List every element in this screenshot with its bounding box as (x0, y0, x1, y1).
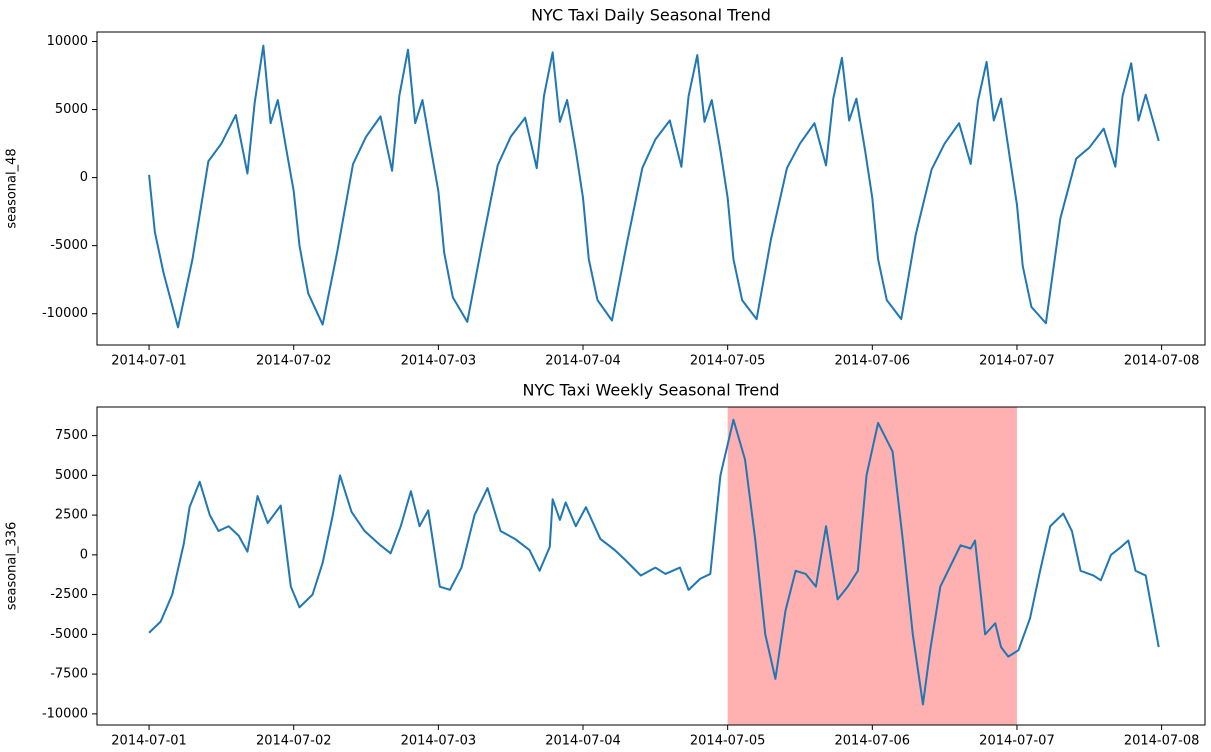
x-tick-label: 2014-07-07 (979, 354, 1055, 369)
x-tick-label: 2014-07-06 (835, 354, 911, 369)
highlight-span (727, 407, 1017, 725)
x-tick-label: 2014-07-08 (1124, 354, 1200, 369)
x-tick-label: 2014-07-04 (545, 354, 621, 369)
x-tick-label: 2014-07-07 (979, 734, 1055, 749)
x-tick-label: 2014-07-02 (256, 734, 332, 749)
y-tick-label: 7500 (55, 428, 88, 443)
y-tick-label: 2500 (55, 508, 88, 523)
y-tick-label: 0 (80, 170, 88, 185)
y-tick-label: 5000 (55, 468, 88, 483)
chart-title: NYC Taxi Daily Seasonal Trend (531, 6, 771, 25)
x-tick-label: 2014-07-08 (1124, 734, 1200, 749)
data-line (148, 418, 1160, 706)
y-axis-label: seasonal_336 (5, 522, 20, 611)
y-tick-label: 5000 (55, 102, 88, 117)
plot-frame (96, 406, 1206, 726)
y-tick-label: 10000 (47, 34, 88, 49)
y-tick-label: 0 (80, 547, 88, 562)
plot-frame (96, 31, 1206, 346)
y-tick-label: -10000 (42, 306, 88, 321)
data-line (148, 44, 1160, 329)
y-tick-label: -7500 (50, 667, 88, 682)
x-tick-label: 2014-07-06 (835, 734, 911, 749)
x-tick-label: 2014-07-03 (401, 734, 477, 749)
y-axis-label: seasonal_48 (5, 148, 20, 228)
chart-title: NYC Taxi Weekly Seasonal Trend (522, 381, 779, 400)
y-tick-label: -2500 (50, 587, 88, 602)
x-tick-label: 2014-07-05 (690, 354, 766, 369)
x-tick-label: 2014-07-01 (111, 354, 187, 369)
x-tick-label: 2014-07-03 (401, 354, 477, 369)
x-tick-label: 2014-07-01 (111, 734, 187, 749)
x-tick-label: 2014-07-05 (690, 734, 766, 749)
x-tick-label: 2014-07-04 (545, 734, 621, 749)
y-tick-label: -5000 (50, 238, 88, 253)
x-tick-label: 2014-07-02 (256, 354, 332, 369)
y-tick-label: -5000 (50, 627, 88, 642)
y-tick-label: -10000 (42, 706, 88, 721)
